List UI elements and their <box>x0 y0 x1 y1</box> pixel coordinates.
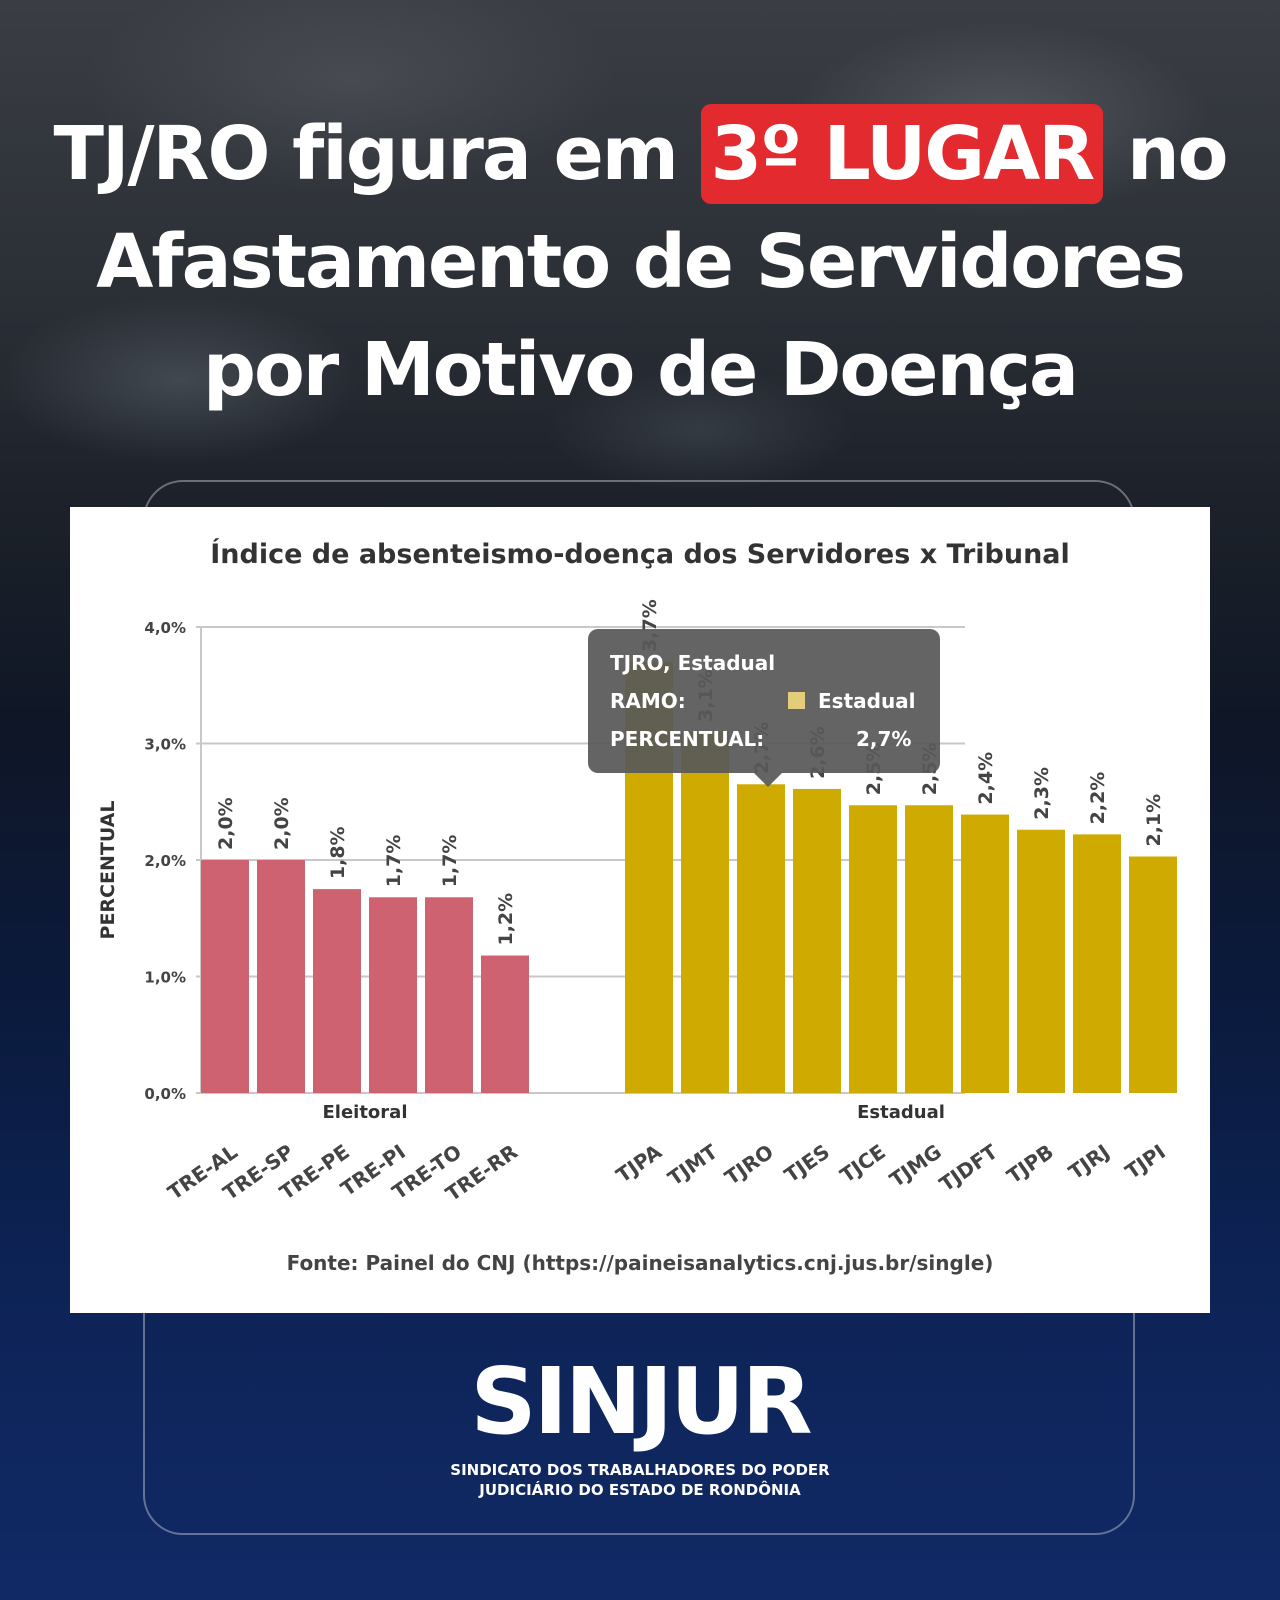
y-axis-label: PERCENTUAL <box>97 801 119 940</box>
bar-tjdft <box>961 814 1009 1093</box>
x-category-label: TJES <box>780 1139 834 1187</box>
logo-wordmark: SINJUR <box>470 1348 812 1455</box>
group-label: Estadual <box>857 1102 945 1123</box>
headline-line-1: TJ/RO figura em 3º LUGAR no <box>0 100 1280 208</box>
bar-value-label: 2,0% <box>215 797 237 850</box>
bar-tjpb <box>1017 829 1065 1093</box>
bar-tjrj <box>1073 834 1121 1093</box>
bar-value-label: 2,0% <box>271 797 293 850</box>
x-category-label: TJCE <box>836 1139 890 1187</box>
bar-tre-to <box>425 897 473 1093</box>
headline-line-3: por Motivo de Doença <box>203 327 1079 413</box>
bar-value-label: 2,3% <box>1031 767 1053 820</box>
bar-chart: 0,0%1,0%2,0%3,0%4,0%PERCENTUAL 2,0%TRE-AL… <box>97 599 1177 1206</box>
bar-tjmg <box>905 805 953 1093</box>
y-tick-label: 3,0% <box>144 736 186 754</box>
tooltip-title: TJRO, Estadual <box>610 651 776 675</box>
bar-tjce <box>849 805 897 1093</box>
group-label: Eleitoral <box>322 1102 407 1123</box>
chart-title: Índice de absenteismo-doença dos Servido… <box>210 539 1070 570</box>
x-category-label: TJPI <box>1121 1139 1170 1183</box>
x-category-label: TJPA <box>612 1139 667 1187</box>
logo-subtitle-2: JUDICIÁRIO DO ESTADO DE RONDÔNIA <box>479 1481 801 1499</box>
bar-tre-al <box>201 860 249 1093</box>
chart-card: Índice de absenteismo-doença dos Servido… <box>70 507 1210 1313</box>
bar-tjes <box>793 788 841 1093</box>
tooltip-swatch <box>788 692 805 709</box>
headline-text: TJ/RO figura em <box>53 111 701 197</box>
y-tick-label: 2,0% <box>144 852 186 870</box>
x-category-label: TJMG <box>885 1139 946 1192</box>
x-category-label: TJRO <box>720 1139 778 1189</box>
y-tick-label: 0,0% <box>144 1085 186 1103</box>
bar-value-label: 2,1% <box>1143 794 1165 847</box>
tooltip-percentual-value: 2,7% <box>856 727 912 751</box>
bar-tre-rr <box>481 955 529 1093</box>
bar-value-label: 1,7% <box>439 835 461 888</box>
bar-value-label: 2,4% <box>975 752 997 805</box>
sinjur-logo: SINJUR SINDICATO DOS TRABALHADORES DO PO… <box>0 1352 1280 1500</box>
bar-tre-sp <box>257 860 305 1093</box>
x-category-label: TJDFT <box>935 1139 1002 1196</box>
chart-tooltip: TJRO, Estadual RAMO: Estadual PERCENTUAL… <box>588 629 940 787</box>
bar-value-label: 1,8% <box>327 826 349 879</box>
bar-value-label: 1,7% <box>383 835 405 888</box>
bar-tjro <box>737 784 785 1093</box>
x-category-label: TJRJ <box>1064 1139 1114 1184</box>
bar-value-label: 2,2% <box>1087 772 1109 825</box>
chart-source: Fonte: Painel do CNJ (https://paineisana… <box>286 1251 994 1275</box>
x-category-label: TJPB <box>1002 1139 1058 1188</box>
logo-subtitle-1: SINDICATO DOS TRABALHADORES DO PODER <box>450 1461 830 1479</box>
y-tick-label: 1,0% <box>144 969 186 987</box>
bar-tre-pe <box>313 889 361 1093</box>
headline-highlight: 3º LUGAR <box>700 104 1104 204</box>
y-tick-label: 4,0% <box>144 619 186 637</box>
tooltip-percentual-label: PERCENTUAL: <box>610 727 765 751</box>
bar-tre-pi <box>369 897 417 1093</box>
tooltip-ramo-label: RAMO: <box>610 689 686 713</box>
bar-value-label: 1,2% <box>495 893 517 946</box>
bar-tjmt <box>681 731 729 1093</box>
bar-tjpi <box>1129 856 1177 1093</box>
headline: TJ/RO figura em 3º LUGAR no Afastamento … <box>0 100 1280 424</box>
headline-text: no <box>1103 111 1229 197</box>
background-photo <box>0 0 1280 560</box>
headline-line-2: Afastamento de Servidores <box>96 219 1186 305</box>
x-category-label: TJMT <box>663 1139 722 1190</box>
tooltip-ramo-value: Estadual <box>818 689 916 713</box>
